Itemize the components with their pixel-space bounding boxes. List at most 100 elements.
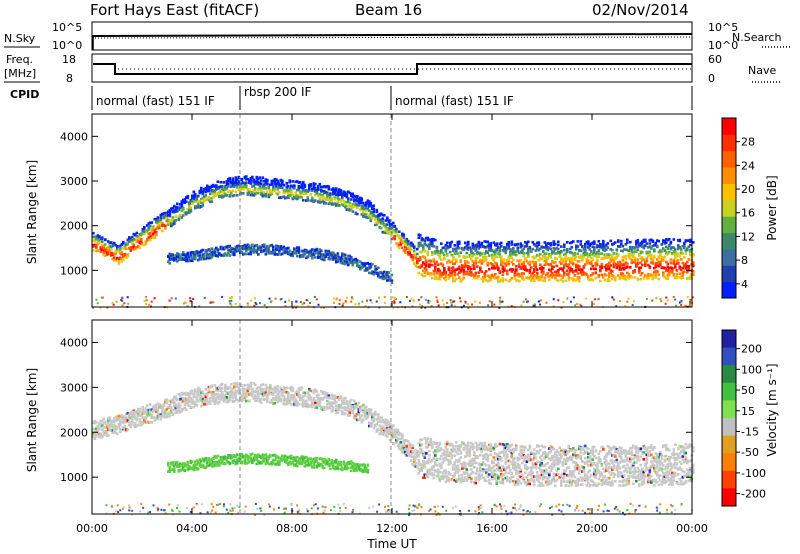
echo-cell <box>231 189 235 193</box>
echo-cell <box>615 305 618 308</box>
freq-tick-top: 18 <box>62 53 76 66</box>
echo-cell <box>609 258 613 262</box>
echo-cell <box>302 391 305 395</box>
echo-cell <box>200 257 203 261</box>
echo-cell <box>324 393 328 397</box>
echo-cell <box>480 270 484 273</box>
echo-cell <box>249 176 253 180</box>
echo-cell <box>560 258 563 262</box>
echo-cell <box>209 192 212 196</box>
echo-cell <box>246 177 250 181</box>
echo-cell <box>149 221 152 225</box>
echo-cell <box>387 275 391 279</box>
echo-cell <box>168 411 172 414</box>
echo-cell <box>165 401 169 404</box>
echo-cell <box>497 252 500 255</box>
echo-cell <box>680 248 683 251</box>
echo-cell <box>201 255 205 258</box>
echo-cell <box>590 260 593 264</box>
echo-cell <box>93 235 97 239</box>
echo-cell <box>590 273 593 277</box>
echo-cell <box>402 249 406 253</box>
echo-cell <box>215 254 218 258</box>
echo-cell <box>110 247 113 251</box>
echo-cell <box>234 247 238 251</box>
echo-cell <box>101 419 104 423</box>
echo-cell <box>468 246 472 249</box>
echo-cell <box>191 392 194 395</box>
echo-cell <box>117 262 121 265</box>
echo-cell <box>651 240 655 243</box>
echo-cell <box>377 271 380 275</box>
echo-cell <box>480 262 484 265</box>
echo-cell <box>660 258 664 262</box>
echo-cell <box>374 264 377 268</box>
echo-cell <box>615 266 619 270</box>
echo-cell <box>110 422 113 426</box>
echo-cell <box>218 185 221 189</box>
freq-label: Freq. <box>6 53 33 66</box>
echo-cell <box>570 277 574 280</box>
echo-cell <box>348 261 352 264</box>
echo-cell <box>479 243 482 247</box>
echo-cell <box>399 241 403 244</box>
echo-cell <box>479 259 482 263</box>
echo-cell <box>221 195 224 198</box>
echo-cell <box>378 212 382 216</box>
echo-cell <box>285 188 289 192</box>
echo-cell <box>206 253 209 257</box>
echo-cell <box>117 250 121 254</box>
echo-cell <box>360 419 364 422</box>
echo-cell <box>96 249 100 252</box>
echo-cell <box>552 250 556 254</box>
echo-cell <box>687 267 691 271</box>
echo-cell <box>293 394 296 397</box>
echo-cell <box>315 390 319 393</box>
echo-cell <box>570 259 574 262</box>
echo-cell <box>659 298 662 301</box>
echo-cell <box>186 207 190 211</box>
echo-cell <box>159 413 163 417</box>
echo-cell <box>338 303 341 306</box>
echo-cell <box>276 182 280 185</box>
echo-cell <box>168 405 172 409</box>
echo-cell <box>210 251 214 255</box>
echo-cell <box>504 249 508 252</box>
echo-cell <box>287 396 290 400</box>
echo-cell <box>566 264 569 268</box>
echo-cell <box>531 260 535 264</box>
echo-cell <box>642 276 646 280</box>
echo-cell <box>243 394 247 398</box>
echo-cell <box>360 262 364 266</box>
echo-cell <box>503 258 506 261</box>
echo-cell <box>480 277 484 281</box>
echo-cell <box>414 253 418 256</box>
echo-cell <box>563 243 566 247</box>
echo-cell <box>212 189 215 193</box>
echo-cell <box>449 245 452 249</box>
echo-cell <box>306 405 310 409</box>
echo-cell <box>290 191 293 195</box>
echo-cell <box>254 394 257 397</box>
echo-cell <box>597 273 601 277</box>
echo-cell <box>254 244 257 248</box>
echo-cell <box>245 186 248 189</box>
echo-cell <box>228 249 232 252</box>
echo-cell <box>266 392 269 396</box>
echo-cell <box>333 192 337 195</box>
echo-cell <box>684 249 688 252</box>
echo-cell <box>183 406 187 410</box>
echo-cell <box>227 185 230 188</box>
echo-cell <box>210 384 214 388</box>
echo-cell <box>432 259 436 263</box>
echo-cell <box>270 181 274 185</box>
echo-cell <box>125 412 128 416</box>
echo-cell <box>534 260 538 264</box>
echo-cell <box>288 253 292 256</box>
echo-cell <box>499 300 502 303</box>
echo-cell <box>272 396 275 400</box>
echo-cell <box>536 276 539 280</box>
echo-cell <box>194 257 197 261</box>
echo-cell <box>159 404 163 407</box>
echo-cell <box>551 260 554 263</box>
